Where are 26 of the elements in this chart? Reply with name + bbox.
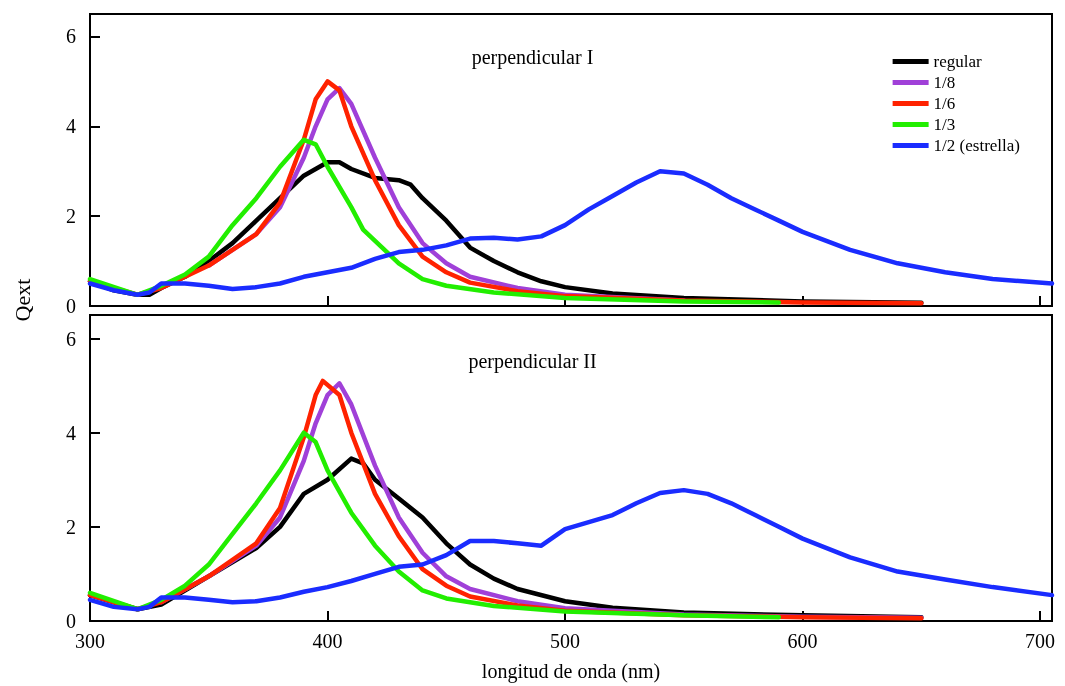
y-tick-label: 0 [66,295,76,317]
line-series [87,137,782,305]
line-series [87,168,1055,298]
x-tick-label: 700 [1025,630,1056,652]
legend-label: 1/6 [933,94,956,113]
line-series [87,430,782,620]
y-tick-label: 2 [66,515,76,538]
y-tick-label: 6 [66,327,76,350]
legend-label: 1/2 (estrella) [933,136,1021,155]
legend-label: 1/3 [933,115,956,134]
x-axis-title: longitud de onda (nm) [481,660,661,683]
y-axis-title: Qext [10,278,37,322]
y-tick-label: 0 [66,610,76,632]
text: perpendicular II [468,350,597,373]
line-series [87,487,1055,612]
text: perpendicular I [471,46,594,69]
x-tick-label: 600 [787,630,818,652]
y-tick-label: 2 [66,205,76,228]
y-tick-label: 4 [66,115,76,138]
x-tick-label: 300 [75,630,105,652]
x-tick-label: 500 [550,630,581,652]
x-tick-label: 400 [312,630,343,652]
y-tick-label: 6 [66,25,76,48]
legend-label: regular [933,52,983,71]
legend-label: 1/8 [933,73,956,92]
y-tick-label: 4 [66,421,76,444]
